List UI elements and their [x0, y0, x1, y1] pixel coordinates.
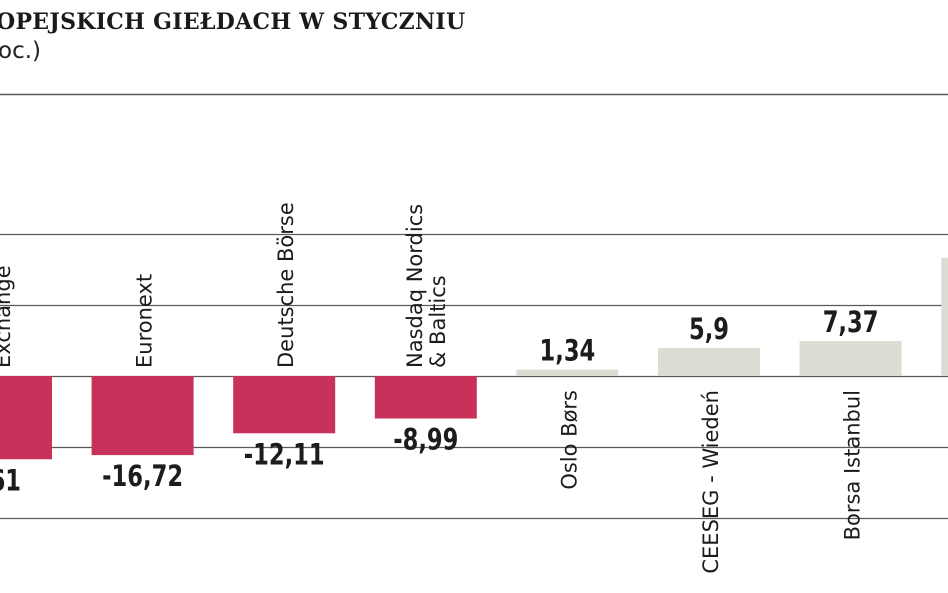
data-label: ,61: [0, 465, 21, 498]
category-label: Euronext: [133, 274, 157, 368]
category-label: Oslo Børs: [557, 390, 581, 490]
category-label: Borsa Istanbul: [841, 390, 865, 540]
bar: [91, 376, 194, 456]
data-label: 7,37: [823, 306, 879, 339]
data-label: 1,34: [539, 335, 595, 368]
data-label: 5,9: [689, 313, 729, 346]
bar: [516, 369, 619, 376]
category-label-line: & Baltics: [426, 275, 450, 368]
category-label: Deutsche Börse: [274, 202, 298, 368]
bar: [658, 348, 760, 376]
category-label: Exchange: [0, 265, 15, 368]
data-label: -12,11: [244, 439, 325, 472]
bar: [374, 376, 477, 419]
chart-title: OPEJSKICH GIEŁDACH W STYCZNIU: [0, 9, 466, 35]
category-label: CEESEG - Wiedeń: [699, 390, 723, 574]
data-label: -8,99: [393, 424, 458, 457]
bar: [941, 257, 948, 376]
category-label-line: Nasdaq Nordics: [403, 204, 427, 368]
data-label: -16,72: [102, 460, 183, 493]
bar: [233, 376, 336, 434]
chart-subtitle: oc.): [0, 38, 42, 64]
bar: [0, 376, 52, 460]
bar: [799, 341, 902, 376]
category-label: Nasdaq Nordics& Baltics: [403, 204, 450, 368]
